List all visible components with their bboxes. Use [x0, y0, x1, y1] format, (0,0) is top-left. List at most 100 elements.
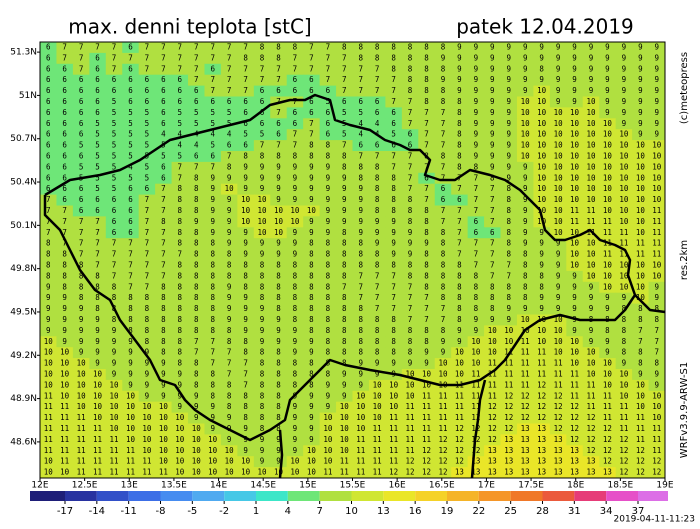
cell-value: 9 — [309, 217, 314, 226]
cell-value: 10 — [652, 151, 662, 160]
grid-cell — [56, 140, 74, 152]
grid-cell — [105, 347, 123, 359]
cell-value: 11 — [126, 446, 135, 455]
grid-cell — [516, 249, 534, 261]
grid-cell — [286, 347, 304, 359]
cell-value: 10 — [603, 130, 613, 139]
grid-cell — [138, 129, 156, 141]
grid-cell — [188, 270, 205, 283]
cell-value: 9 — [605, 108, 610, 117]
grid-cell — [40, 369, 57, 381]
grid-cell — [533, 281, 551, 294]
cell-value: 9 — [655, 53, 660, 62]
grid-cell — [648, 423, 666, 435]
grid-cell — [171, 205, 189, 217]
colorbar-bin — [224, 491, 256, 501]
grid-cell — [599, 129, 617, 141]
cell-value: 9 — [276, 195, 281, 204]
cell-value: 7 — [408, 162, 413, 171]
cell-value: 11 — [586, 380, 595, 389]
cell-value: 10 — [471, 348, 481, 357]
cell-value: 9 — [506, 173, 511, 182]
cell-value: 7 — [161, 228, 166, 237]
grid-cell — [122, 379, 140, 392]
cell-value: 7 — [95, 260, 100, 269]
cell-value: 6 — [375, 141, 380, 150]
grid-cell — [582, 194, 600, 206]
grid-cell — [648, 456, 666, 468]
grid-cell — [599, 74, 617, 87]
cell-value: 7 — [128, 282, 133, 291]
cell-value: 8 — [178, 337, 183, 346]
cell-value: 10 — [619, 369, 629, 378]
grid-cell — [566, 249, 584, 261]
grid-cell — [549, 216, 567, 228]
cell-value: 11 — [44, 413, 53, 422]
grid-cell — [237, 52, 255, 65]
grid-cell — [615, 140, 633, 152]
grid-cell — [516, 369, 534, 381]
grid-cell — [484, 390, 502, 403]
cell-value: 8 — [539, 271, 544, 280]
grid-cell — [615, 358, 633, 370]
colorbar-label: -17 — [57, 506, 73, 517]
grid-cell — [467, 303, 485, 315]
cell-value: 7 — [260, 64, 265, 73]
grid-cell — [368, 194, 386, 206]
cell-value: 8 — [194, 260, 199, 269]
cell-value: 8 — [375, 260, 380, 269]
grid-cell — [138, 183, 156, 196]
cell-value: 8 — [128, 326, 133, 335]
grid-cell — [385, 423, 403, 435]
cell-value: 7 — [95, 42, 100, 51]
grid-cell — [204, 292, 222, 305]
grid-cell — [220, 281, 238, 294]
grid-cell — [237, 303, 255, 315]
cell-value: 10 — [636, 380, 646, 389]
cell-value: 7 — [490, 217, 495, 226]
grid-cell — [155, 467, 173, 479]
cell-value: 10 — [636, 206, 646, 215]
grid-cell — [171, 42, 189, 54]
cell-value: 9 — [46, 315, 51, 324]
cell-value: 9 — [276, 173, 281, 182]
grid-cell — [286, 96, 304, 108]
grid-cell — [286, 281, 304, 294]
cell-value: 9 — [622, 42, 627, 51]
cell-value: 7 — [490, 250, 495, 259]
cell-value: 9 — [506, 304, 511, 313]
cell-value: 8 — [276, 53, 281, 62]
cell-value: 10 — [373, 391, 383, 400]
cell-value: 9 — [638, 64, 643, 73]
cell-value: 11 — [60, 446, 69, 455]
cell-value: 9 — [145, 348, 150, 357]
cell-value: 12 — [504, 402, 513, 411]
cell-value: 8 — [243, 282, 248, 291]
grid-cell — [270, 260, 288, 272]
cell-value: 12 — [438, 457, 447, 466]
cell-value: 7 — [95, 217, 100, 226]
grid-cell — [533, 303, 551, 315]
cell-value: 8 — [605, 326, 610, 335]
grid-cell — [615, 129, 633, 141]
cell-value: 10 — [537, 108, 547, 117]
cell-value: 8 — [622, 315, 627, 324]
cell-value: 11 — [109, 468, 118, 477]
grid-cell — [434, 140, 452, 152]
cell-value: 10 — [208, 457, 218, 466]
grid-cell — [155, 336, 173, 348]
cell-value: 5 — [145, 173, 150, 182]
cell-value: 7 — [276, 75, 281, 84]
y-tick-label: 48.9N — [10, 394, 37, 404]
grid-cell — [253, 161, 271, 174]
grid-cell — [270, 42, 288, 54]
grid-cell — [72, 183, 90, 196]
grid-cell — [549, 401, 567, 414]
grid-cell — [467, 281, 485, 294]
grid-cell — [368, 238, 386, 250]
grid-cell — [632, 42, 650, 54]
grid-cell — [237, 292, 255, 305]
grid-cell — [188, 96, 205, 108]
grid-cell — [237, 129, 255, 141]
grid-cell — [155, 260, 173, 272]
